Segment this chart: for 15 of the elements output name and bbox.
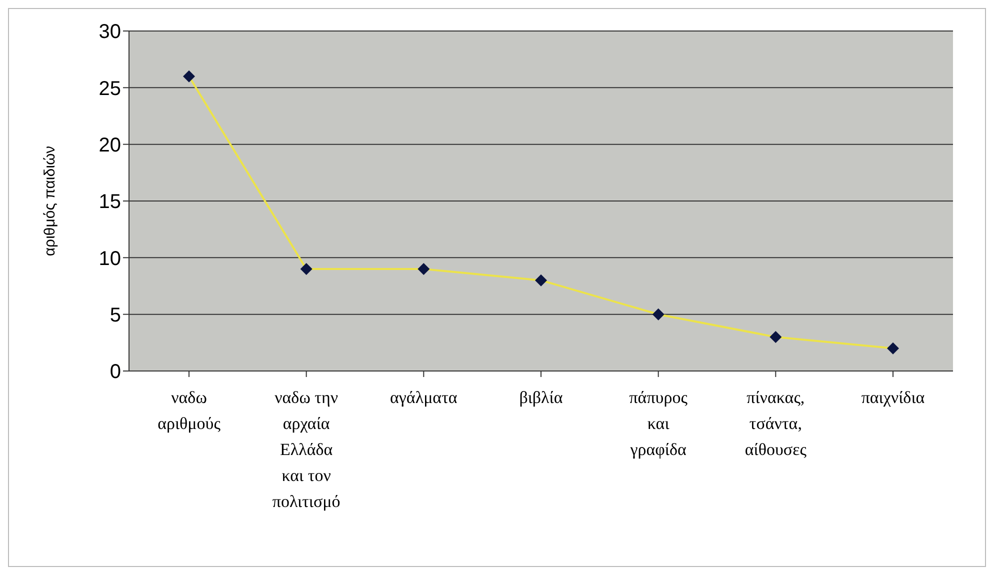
x-tick-label: αγάλματα: [390, 388, 458, 407]
y-tick-label: 15: [98, 191, 121, 214]
x-tick-label: παιχνίδια: [861, 388, 925, 407]
y-axis-title: αριθμός παιδιών: [41, 146, 58, 256]
y-tick-label: 0: [110, 361, 121, 384]
x-tick-label: ναδω αριθμούς: [158, 388, 221, 433]
y-tick-label: 10: [98, 248, 121, 270]
y-tick-label: 25: [98, 78, 121, 100]
x-tick-label: βιβλία: [519, 388, 563, 407]
y-tick-label: 20: [98, 134, 121, 156]
x-tick-label: πάπυρος και γραφίδα: [629, 388, 688, 459]
x-tick-label: πίνακας, τσάντα, αίθουσες: [744, 388, 807, 459]
y-tick-label: 5: [110, 304, 121, 326]
y-tick-label: 30: [98, 21, 121, 44]
x-tick-label: ναδω την αρχαία Ελλάδα και τον πολιτισμό: [272, 388, 340, 511]
